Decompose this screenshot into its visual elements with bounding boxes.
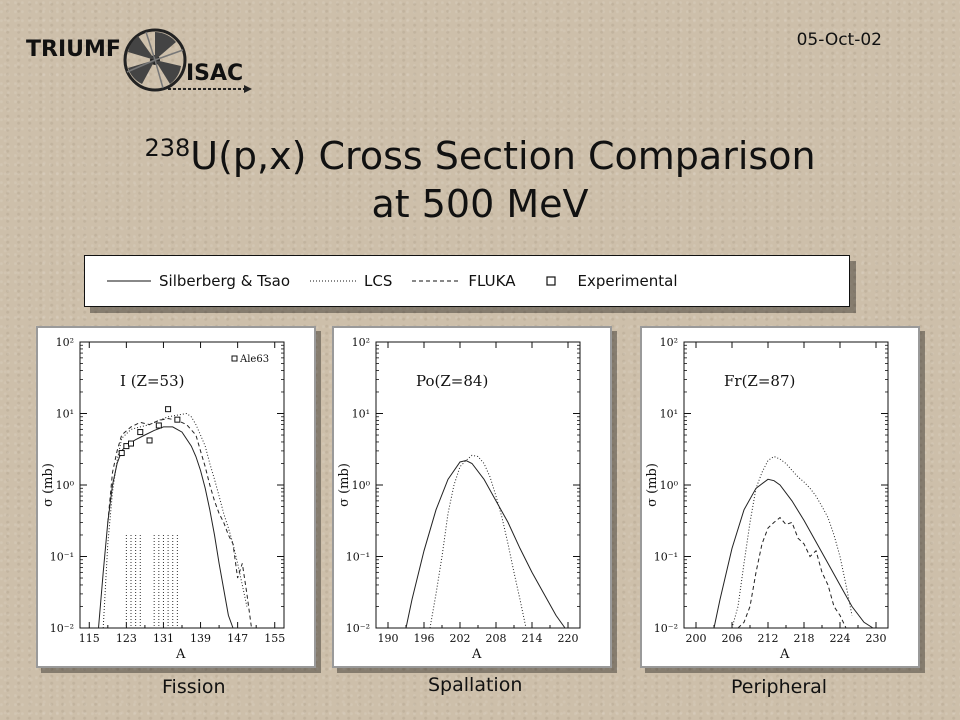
y-axis-label: σ (mb) [337,463,352,507]
x-tick-label: 123 [116,632,137,645]
title-line2: at 500 MeV [371,182,589,226]
legend-label: LCS [364,272,393,290]
x-tick-label: 147 [227,632,248,645]
x-tick-label: 115 [79,632,100,645]
x-tick-label: 139 [190,632,211,645]
experimental-point [118,450,125,457]
y-tick-label: 10⁰ [56,479,75,492]
caption-spallation: Spallation [428,674,523,696]
experimental-point [174,416,181,423]
y-tick-label: 10² [56,336,74,349]
x-tick-label: 155 [264,632,285,645]
y-tick-label: 10⁻¹ [50,551,74,564]
x-tick-label: 218 [794,632,815,645]
caption-fission: Fission [162,676,226,698]
experimental-point [165,406,172,413]
inner-legend-label: Ale63 [239,354,269,365]
x-tick-label: 206 [722,632,743,645]
solid-line-icon [107,280,151,282]
peripheral-chart: 200 206 212 218 224 230 10⁻² 10⁻¹ 10⁰ 10¹ 10² Aσ (m… [645,336,889,662]
y-tick-label: 10¹ [660,408,678,421]
y-tick-label: 10⁻² [654,622,678,635]
caption-peripheral: Peripheral [731,676,828,698]
y-tick-label: 10⁰ [352,479,371,492]
legend-item-lcs: LCS [310,272,392,290]
experimental-point [155,422,162,429]
x-tick-label: 214 [522,632,543,645]
series-line-dotted [731,455,853,629]
series-line-dotted [429,454,527,629]
chart-annotation: I (Z=53) [120,372,184,390]
y-tick-label: 10² [660,336,678,349]
logo-text-isac: ISAC [186,61,243,86]
x-axis-label: A [471,647,482,662]
logo-text-triumf: TRIUMF [26,37,121,62]
dotted-line-icon [310,280,357,282]
x-tick-label: 224 [830,632,851,645]
legend-label: FLUKA [468,272,516,290]
spallation-chart: 190 196 202 208 214 220 10⁻² 10⁻¹ 10⁰ 10¹ 10² Aσ (m… [337,336,581,662]
legend-box: Silberberg & Tsao LCS FLUKA Experimental [84,255,850,307]
legend-item-silberberg: Silberberg & Tsao [107,272,290,290]
x-tick-label: 131 [153,632,174,645]
y-tick-label: 10² [352,336,370,349]
square-marker-icon [546,276,557,286]
series-line-solid [98,426,234,629]
x-tick-label: 190 [378,632,399,645]
title-line1: U(p,x) Cross Section Comparison [190,134,816,178]
x-tick-label: 220 [558,632,579,645]
y-tick-label: 10⁻² [50,622,74,635]
y-axis-label: σ (mb) [645,463,660,507]
chart-annotation: Fr(Z=87) [724,372,795,390]
series-line-solid [405,459,566,629]
x-axis-label: A [175,647,186,662]
legend-label: Silberberg & Tsao [159,272,291,290]
y-tick-label: 10¹ [352,408,370,421]
x-tick-label: 208 [486,632,507,645]
y-tick-label: 10⁻¹ [346,551,370,564]
y-tick-label: 10⁰ [660,479,679,492]
legend-label: Experimental [577,272,678,290]
dashed-line-icon [412,280,461,282]
y-tick-label: 10⁻¹ [654,551,678,564]
x-axis-label: A [779,647,790,662]
series-line-solid [713,478,874,629]
y-axis-label: σ (mb) [41,463,56,507]
experimental-point [128,440,134,447]
y-tick-label: 10⁻² [346,622,370,635]
series-line-dotted [102,412,248,629]
x-tick-label: 196 [414,632,435,645]
triumf-logo: TRIUMF ISAC [18,22,258,102]
x-tick-label: 202 [450,632,471,645]
slide-date: 05-Oct-02 [796,30,882,50]
slide-title: 238U(p,x) Cross Section Comparison at 50… [0,132,960,228]
chart-annotation: Po(Z=84) [416,372,488,390]
legend-item-fluka: FLUKA [412,272,515,290]
series-line-dashed [107,417,252,629]
series-line-dashed [737,516,847,629]
inner-legend-marker [231,355,238,362]
experimental-point [146,437,153,444]
cyclotron-icon [123,28,252,93]
experimental-point [137,429,144,436]
x-tick-label: 200 [686,632,707,645]
x-tick-label: 230 [866,632,887,645]
y-tick-label: 10¹ [56,408,74,421]
fission-chart: 115 123 131 139 147 155 10⁻² 10⁻¹ 10⁰ 10¹ 10² Aσ (m… [41,336,285,662]
legend-item-experimental: Experimental [535,272,678,290]
title-superscript: 238 [144,133,191,162]
x-tick-label: 212 [758,632,779,645]
